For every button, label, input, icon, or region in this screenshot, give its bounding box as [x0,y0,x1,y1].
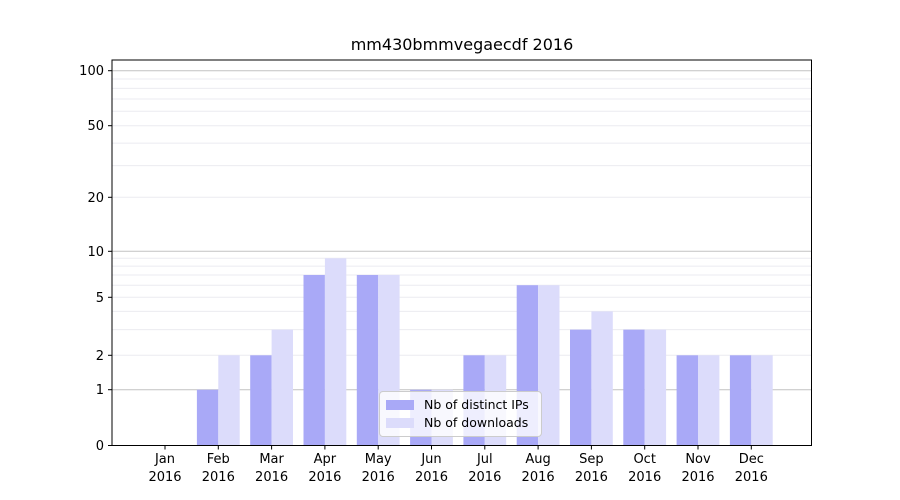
y-tick-label: 0 [96,439,104,454]
x-tick-label-year: 2016 [681,470,714,485]
bar-downloads-mar [271,329,293,446]
bar-distinct-ips-feb [196,389,219,446]
x-tick-label-year: 2016 [628,470,661,485]
x-tick-label-month: Nov [685,452,711,467]
bar-downloads-dec [751,355,773,446]
bar-distinct-ips-oct [623,329,645,446]
x-tick-label-year: 2016 [362,470,395,485]
x-tick-label-year: 2016 [255,470,288,485]
plot-border [111,59,812,446]
x-tick-label-month: May [365,452,392,467]
y-tick-label: 5 [96,291,104,306]
x-tick-label-month: Oct [633,452,655,467]
bar-distinct-ips-apr [303,274,325,446]
bar-distinct-ips-sep [570,329,592,446]
x-tick-label-year: 2016 [735,470,768,485]
y-tick-label: 2 [96,349,104,364]
x-tick-label-month: Jul [476,452,493,467]
bar-downloads-feb [218,355,240,446]
bar-downloads-aug [538,285,560,446]
x-tick-label-month: Mar [259,452,284,467]
legend-swatch-distinct-ips [386,400,414,411]
x-tick-label-year: 2016 [308,470,341,485]
x-tick-label-year: 2016 [415,470,448,485]
bar-distinct-ips-may [356,274,379,446]
x-tick-label-month: Sep [579,452,604,467]
x-tick-label-month: Jun [420,452,441,467]
x-tick-label-month: Aug [525,452,550,467]
x-tick-label-year: 2016 [468,470,501,485]
y-tick-label: 50 [87,119,104,134]
bar-downloads-oct [644,329,667,446]
legend: Nb of distinct IPs Nb of downloads [379,391,542,437]
bar-distinct-ips-dec [729,355,752,446]
y-tick-label: 20 [87,191,104,206]
bar-distinct-ips-mar [250,355,272,446]
x-tick-label-month: Jan [154,452,175,467]
legend-label-downloads: Nb of downloads [424,414,529,430]
x-tick-label-year: 2016 [575,470,608,485]
y-tick-label: 100 [79,64,104,79]
x-tick-label-month: Apr [314,452,337,467]
legend-item-distinct-ips: Nb of distinct IPs [386,397,535,412]
bar-downloads-nov [698,355,720,446]
y-tick-label: 10 [87,245,104,260]
chart-title: mm430bmmvegaecdf 2016 [350,35,574,54]
x-tick-label-year: 2016 [522,470,555,485]
legend-label-distinct-ips: Nb of distinct IPs [424,397,529,412]
x-tick-label-month: Feb [207,452,230,467]
legend-swatch-downloads [386,417,414,428]
x-tick-label-month: Dec [739,452,764,467]
y-tick-label: 1 [96,383,104,398]
bar-distinct-ips-nov [676,355,698,446]
bar-downloads-apr [324,258,347,446]
legend-item-downloads: Nb of downloads [386,414,535,430]
bar-downloads-sep [591,311,613,446]
x-tick-label-year: 2016 [148,470,181,485]
x-tick-label-year: 2016 [202,470,235,485]
